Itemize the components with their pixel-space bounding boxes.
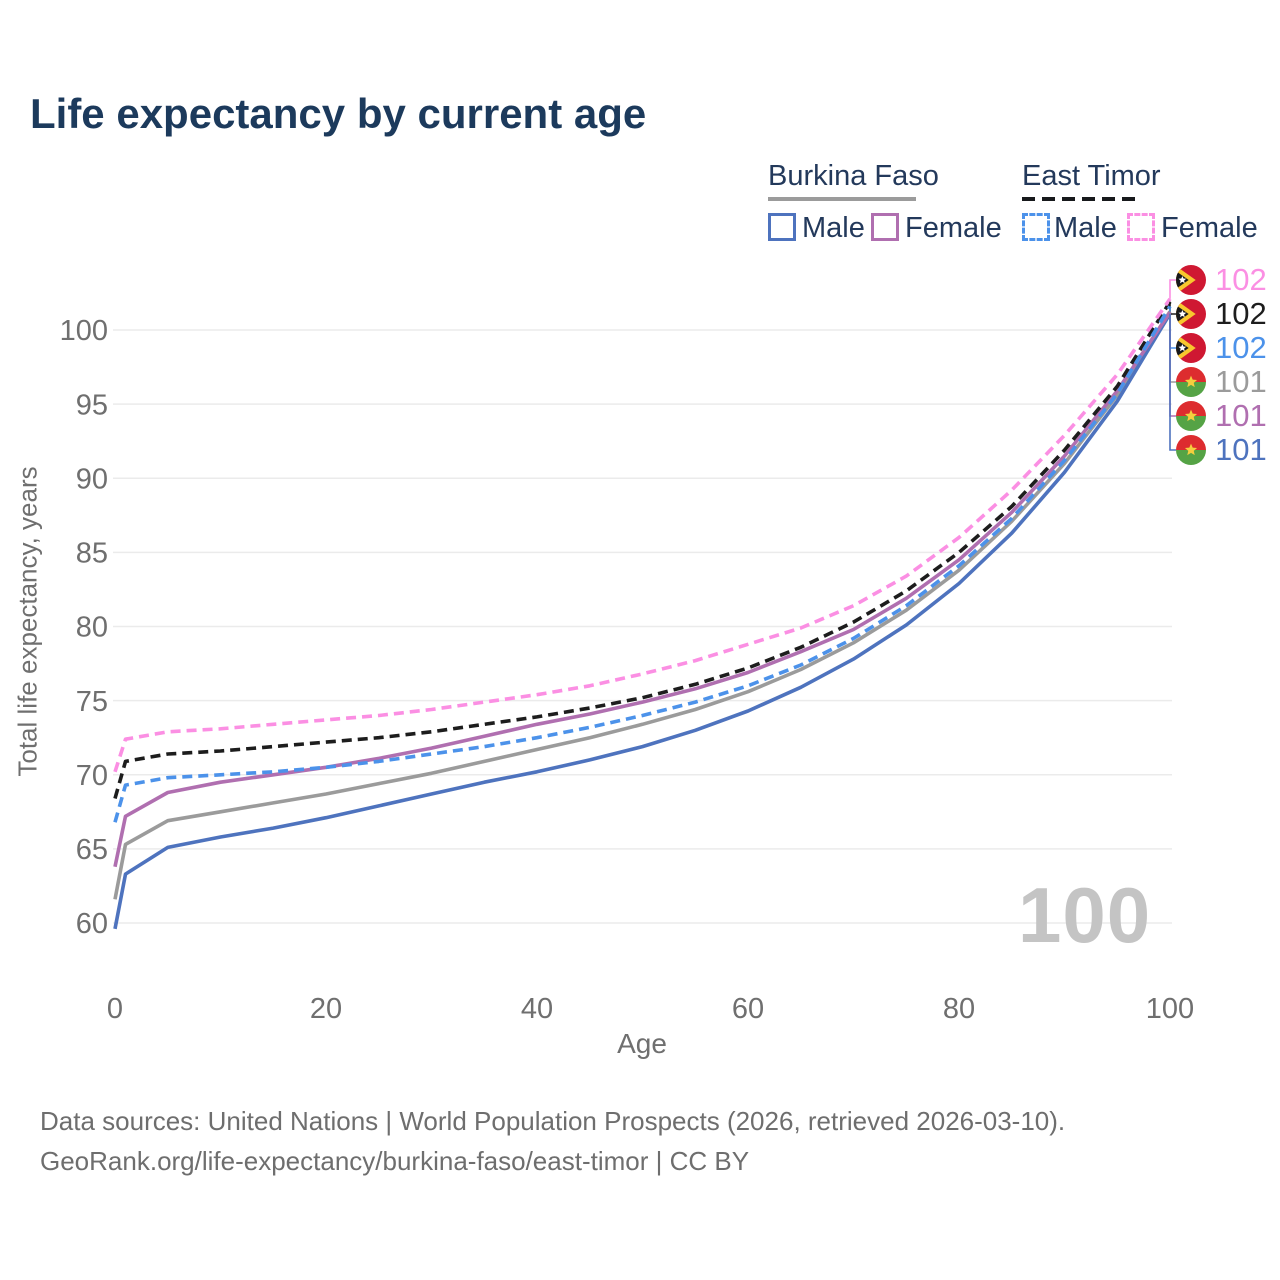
legend-swatch-bf-male	[768, 213, 796, 241]
y-tick-85: 85	[76, 538, 108, 570]
series-line-et-total	[113, 300, 1172, 799]
legend-swatch-et-male	[1022, 213, 1050, 241]
end-value: 101	[1215, 432, 1267, 467]
flag-burkina-faso-icon	[1176, 367, 1206, 397]
footer-datasource: Data sources: United Nations | World Pop…	[40, 1106, 1066, 1136]
end-value: 102	[1215, 296, 1267, 331]
legend-country-label: Burkina Faso	[768, 160, 939, 192]
y-tick-60: 60	[76, 908, 108, 940]
leader-line-bf-male	[1169, 313, 1176, 451]
end-label-bf-total: 101	[1176, 366, 1267, 398]
x-tick-80: 80	[943, 993, 975, 1025]
series-line-bf-total	[113, 310, 1172, 900]
y-tick-90: 90	[76, 463, 108, 495]
legend-group-east-timor: East Timor Male Female	[1022, 160, 1258, 244]
end-label-et-female: 102	[1176, 264, 1267, 296]
end-label-et-total: 102	[1176, 298, 1267, 330]
legend-item-bf-male: Male	[802, 212, 865, 244]
end-value: 101	[1215, 398, 1267, 433]
legend-item-et-male: Male	[1054, 212, 1117, 244]
x-axis-title: Age	[617, 1028, 667, 1059]
x-tick-60: 60	[732, 993, 764, 1025]
footer-attribution: GeoRank.org/life-expectancy/burkina-faso…	[40, 1146, 750, 1176]
series-line-et-male	[113, 305, 1172, 823]
flag-burkina-faso-icon	[1176, 401, 1206, 431]
y-axis-title: Total life expectancy, years	[12, 466, 43, 777]
x-tick-0: 0	[107, 993, 123, 1025]
legend-item-bf-female: Female	[905, 212, 1002, 244]
x-tick-20: 20	[310, 993, 342, 1025]
end-label-et-male: 102	[1176, 332, 1267, 364]
end-value: 101	[1215, 364, 1267, 399]
flag-east-timor-icon	[1176, 333, 1206, 363]
series-line-bf-female	[113, 311, 1172, 868]
series-line-et-female	[113, 297, 1172, 773]
end-value: 102	[1215, 262, 1267, 297]
end-label-bf-male: 101	[1176, 434, 1267, 466]
y-tick-100: 100	[60, 315, 108, 347]
y-tick-80: 80	[76, 612, 108, 644]
x-tick-100: 100	[1146, 993, 1194, 1025]
legend-line-sample-solid	[768, 197, 916, 201]
y-tick-65: 65	[76, 834, 108, 866]
end-label-bf-female: 101	[1176, 400, 1267, 432]
y-tick-70: 70	[76, 760, 108, 792]
legend-line-sample-dashed	[1022, 197, 1142, 201]
page-title: Life expectancy by current age	[30, 90, 647, 137]
legend-country-label: East Timor	[1022, 160, 1161, 192]
y-tick-75: 75	[76, 686, 108, 718]
leader-line-et-female	[1169, 279, 1176, 299]
legend-swatch-bf-female	[871, 213, 899, 241]
age-watermark: 100	[1018, 871, 1152, 959]
flag-east-timor-icon	[1176, 299, 1206, 329]
legend-item-et-female: Female	[1161, 212, 1258, 244]
end-value: 102	[1215, 330, 1267, 365]
flag-east-timor-icon	[1176, 265, 1206, 295]
y-tick-95: 95	[76, 389, 108, 421]
legend-swatch-et-female	[1127, 213, 1155, 241]
series-line-bf-male	[113, 312, 1172, 930]
flag-burkina-faso-icon	[1176, 435, 1206, 465]
legend-group-burkina-faso: Burkina Faso Male Female	[768, 160, 1002, 244]
x-tick-40: 40	[521, 993, 553, 1025]
